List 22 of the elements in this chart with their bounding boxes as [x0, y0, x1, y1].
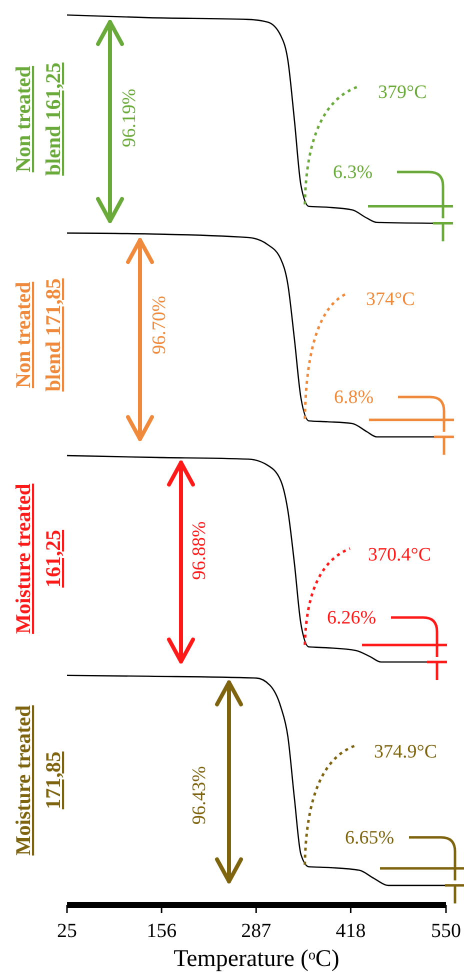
- text: Non treated blend 171,85: [11, 278, 65, 392]
- text: Non treated blend 161,25: [11, 62, 65, 176]
- annotation: 96.19%: [119, 88, 140, 148]
- x-axis-title: Temperature (ᵒC): [174, 946, 340, 972]
- annotation: 6.65%: [345, 827, 394, 848]
- x-tick-label: 418: [336, 920, 366, 942]
- annotation: 379°C: [378, 82, 427, 103]
- annotation: 6.8%: [334, 387, 374, 408]
- x-tick-label: 550: [431, 920, 461, 942]
- x-tick-label: 156: [146, 920, 177, 942]
- annotation: 374.9°C: [374, 741, 438, 762]
- annotation: 96.70%: [149, 296, 170, 354]
- x-tick-label: 25: [57, 920, 77, 942]
- x-tick-label: 287: [241, 920, 272, 942]
- annotation: 370.4°C: [368, 544, 432, 566]
- text: Moisture treated 171,85: [11, 704, 65, 856]
- annotation: 96.43%: [189, 766, 210, 825]
- annotation: 6.3%: [333, 162, 373, 183]
- annotation: 374°C: [366, 289, 415, 310]
- annotation: 6.26%: [327, 608, 376, 629]
- annotation: 96.88%: [189, 521, 210, 580]
- text: Moisture treated 161,25: [11, 483, 65, 634]
